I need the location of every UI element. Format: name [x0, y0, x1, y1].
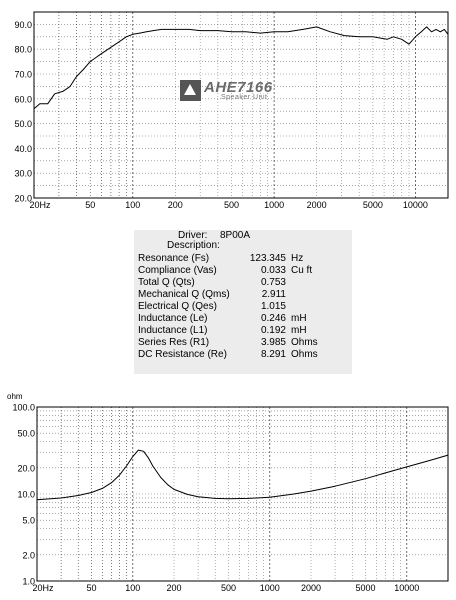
- x-tick-label: 20Hz: [29, 200, 51, 210]
- x-tick-label: 1000: [260, 583, 280, 593]
- spec-label: Inductance (L1): [138, 325, 208, 336]
- y-tick-label: 2.0: [22, 550, 35, 560]
- x-tick-label: 2000: [301, 583, 321, 593]
- x-tick-label: 5000: [363, 200, 383, 210]
- spec-value: 2.911: [261, 289, 286, 300]
- spec-value: 123.345: [249, 253, 286, 264]
- spec-unit: Ohms: [291, 349, 318, 360]
- spec-label: Electrical Q (Qes): [138, 301, 217, 312]
- x-tick-label: 50: [85, 200, 95, 210]
- y-tick-label: 70.0: [14, 70, 32, 80]
- y-axis-label: ohm: [7, 392, 23, 401]
- y-tick-label: 90.0: [14, 20, 32, 30]
- x-tick-label: 1000: [264, 200, 284, 210]
- spec-value: 0.033: [260, 265, 286, 276]
- spec-unit: mH: [291, 325, 307, 336]
- x-tick-label: 50: [87, 583, 97, 593]
- y-tick-label: 80.0: [14, 45, 32, 55]
- x-tick-label: 10000: [403, 200, 428, 210]
- impedance-chart: 1.0 2.0 5.0 10.0 20.0 50.0 100.0 20Hz 50 100 200 50…: [7, 392, 449, 593]
- y-tick-label: 100.0: [12, 403, 35, 413]
- y-tick-label: 20.0: [17, 463, 35, 473]
- x-tick-label: 100: [125, 583, 140, 593]
- x-tick-label: 5000: [356, 583, 376, 593]
- description-label: Description:: [167, 240, 220, 251]
- plot-frame: [36, 406, 449, 582]
- driver-label: Driver:: [178, 230, 208, 241]
- y-tick-label: 40.0: [14, 144, 32, 154]
- y-tick-label: 5.0: [22, 516, 35, 526]
- y-tick-label: 20.0: [14, 194, 32, 204]
- brand-logo: AHE7166 Speaker Unit: [180, 79, 276, 104]
- spec-label: Total Q (Qts): [138, 277, 195, 288]
- spec-unit: mH: [291, 313, 307, 324]
- driver-parameters-panel: Driver: 8P00A Description: Resonance (Fs…: [134, 230, 352, 374]
- x-tick-label: 500: [224, 200, 239, 210]
- y-tick-label: 30.0: [14, 169, 32, 179]
- x-tick-label: 200: [168, 200, 183, 210]
- series-line: [33, 26, 449, 110]
- y-tick-label: 50.0: [14, 119, 32, 129]
- spec-unit: Hz: [291, 253, 304, 264]
- x-tick-label: 2000: [307, 200, 327, 210]
- series-line: [36, 449, 449, 501]
- spec-value: 0.753: [260, 277, 286, 288]
- x-tick-label: 200: [166, 583, 181, 593]
- logo-name: AHE7166: [204, 79, 273, 96]
- plot-area: [37, 407, 448, 581]
- y-tick-label: 10.0: [17, 490, 35, 500]
- x-tick-label: 10000: [394, 583, 419, 593]
- spec-unit: Cu ft: [291, 265, 313, 276]
- y-tick-label: 50.0: [17, 429, 35, 439]
- spec-value: 3.985: [260, 337, 286, 348]
- frequency-response-chart: 20.0 30.0 40.0 50.0 60.0 70.0 80.0 90.0 20Hz 50 10…: [14, 11, 449, 210]
- x-tick-label: 20Hz: [32, 583, 54, 593]
- spec-value: 8.291: [260, 349, 286, 360]
- spec-label: Series Res (R1): [138, 337, 210, 348]
- spec-label: Inductance (Le): [138, 313, 208, 324]
- logo-subtitle: Speaker Unit: [221, 94, 268, 101]
- spec-unit: Ohms: [291, 337, 318, 348]
- plot-frame: [33, 11, 449, 199]
- driver-value: 8P00A: [220, 230, 251, 241]
- y-tick-label: 60.0: [14, 94, 32, 104]
- x-tick-label: 100: [125, 200, 140, 210]
- x-tick-label: 500: [221, 583, 236, 593]
- spec-label: Resonance (Fs): [138, 253, 210, 264]
- spec-label: Compliance (Vas): [138, 265, 217, 276]
- plot-area: [34, 12, 448, 198]
- logo-triangle-icon: [180, 80, 201, 101]
- spec-label: Mechanical Q (Qms): [138, 289, 230, 300]
- spec-value: 0.246: [260, 313, 286, 324]
- spec-label: DC Resistance (Re): [138, 349, 227, 360]
- y-tick-label: 1.0: [22, 577, 35, 587]
- spec-value: 0.192: [260, 325, 286, 336]
- spec-value: 1.015: [260, 301, 286, 312]
